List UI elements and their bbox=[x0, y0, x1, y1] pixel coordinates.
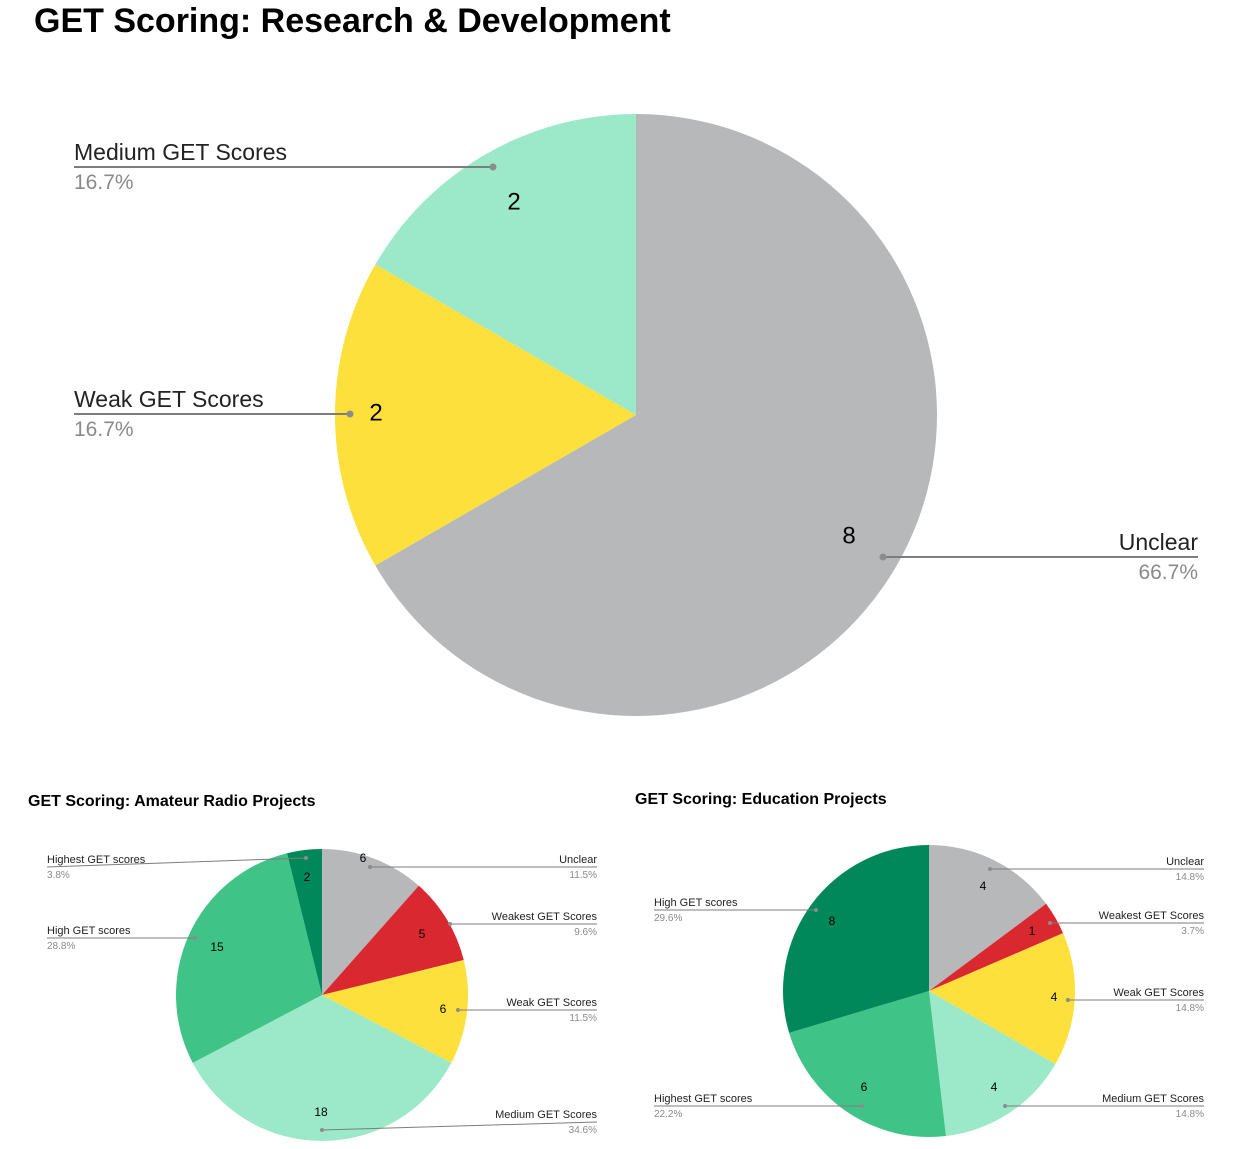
chart-title-research-development: GET Scoring: Research & Development bbox=[34, 2, 671, 40]
pie-slice-high-get-scores bbox=[782, 844, 929, 1033]
pie-category-label-weak-get-scores: Weak GET Scores bbox=[1113, 987, 1204, 999]
pie-percent-label-high-get-scores: 29.6% bbox=[654, 913, 682, 924]
pie-category-label-weakest-get-scores: Weakest GET Scores bbox=[1099, 910, 1205, 922]
pie-slice-unclear bbox=[375, 114, 938, 716]
leader-dot-high-get-scores bbox=[814, 908, 818, 912]
pie-percent-label-high-get-scores: 28.8% bbox=[47, 941, 75, 952]
leader-dot-weak-get-scores bbox=[1066, 998, 1070, 1002]
leader-line-highest-get-scores bbox=[46, 857, 307, 868]
pie-chart-education: 4 Unclear 14.8% 1 Weakest GET Scores 3.7% 4 Wea… bbox=[654, 844, 1205, 1137]
leader-dot-highest-get-scores bbox=[860, 1104, 864, 1108]
pie-category-label-highest-get-scores: Highest GET scores bbox=[654, 1093, 753, 1105]
pie-percent-label-unclear: 66.7% bbox=[1138, 561, 1198, 584]
pie-category-label-weakest-get-scores: Weakest GET Scores bbox=[492, 911, 598, 923]
pie-value-label-weak-get-scores: 2 bbox=[369, 399, 382, 426]
leader-dot-weakest-get-scores bbox=[448, 922, 452, 926]
pie-category-label-medium-get-scores: Medium GET Scores bbox=[1102, 1093, 1204, 1105]
pie-slice-highest-get-scores bbox=[287, 849, 322, 995]
pie-percent-label-highest-get-scores: 22.2% bbox=[654, 1109, 682, 1120]
pie-percent-label-weakest-get-scores: 3.7% bbox=[1181, 926, 1204, 937]
pie-value-label-unclear: 6 bbox=[360, 851, 367, 865]
pie-value-label-medium-get-scores: 18 bbox=[314, 1105, 328, 1119]
leader-dot-unclear bbox=[988, 867, 992, 871]
pie-category-label-highest-get-scores: Highest GET scores bbox=[47, 854, 146, 866]
leader-line-medium-get-scores bbox=[321, 1121, 598, 1131]
pie-value-label-high-get-scores: 8 bbox=[829, 914, 836, 928]
leader-dot-weakest-get-scores bbox=[1048, 921, 1052, 925]
pie-value-label-medium-get-scores: 4 bbox=[991, 1080, 998, 1094]
pie-category-label-medium-get-scores: Medium GET Scores bbox=[495, 1109, 597, 1121]
pie-percent-label-medium-get-scores: 14.8% bbox=[1176, 1109, 1204, 1120]
pie-value-label-weakest-get-scores: 1 bbox=[1029, 924, 1036, 938]
pie-value-label-weak-get-scores: 4 bbox=[1051, 990, 1058, 1004]
leader-dot-highest-get-scores bbox=[304, 856, 308, 860]
pie-percent-label-unclear: 11.5% bbox=[569, 870, 597, 881]
pie-slice-medium-get-scores bbox=[929, 991, 1056, 1137]
pie-category-label-weak-get-scores: Weak GET Scores bbox=[74, 386, 264, 412]
pie-category-label-unclear: Unclear bbox=[1119, 529, 1199, 555]
pie-slice-weak-get-scores bbox=[335, 264, 636, 566]
leader-dot-unclear bbox=[368, 865, 372, 869]
pie-slice-medium-get-scores bbox=[192, 995, 452, 1142]
pie-value-label-medium-get-scores: 2 bbox=[507, 188, 520, 215]
pie-category-label-high-get-scores: High GET scores bbox=[654, 897, 738, 909]
pie-slice-unclear bbox=[929, 845, 1047, 991]
pie-percent-label-weakest-get-scores: 9.6% bbox=[574, 927, 597, 938]
pie-category-label-unclear: Unclear bbox=[1166, 856, 1204, 868]
chart-title-education: GET Scoring: Education Projects bbox=[635, 791, 887, 808]
pie-slice-weakest-get-scores bbox=[322, 885, 464, 995]
pie-percent-label-medium-get-scores: 34.6% bbox=[569, 1125, 597, 1136]
pie-value-label-weakest-get-scores: 5 bbox=[419, 927, 426, 941]
leader-dot-medium-get-scores bbox=[489, 163, 497, 171]
pie-category-label-medium-get-scores: Medium GET Scores bbox=[74, 139, 287, 165]
pie-value-label-unclear: 8 bbox=[842, 522, 855, 549]
pie-slice-medium-get-scores bbox=[375, 113, 636, 416]
leader-dot-unclear bbox=[879, 553, 887, 561]
pie-slice-highest-get-scores bbox=[789, 991, 946, 1137]
pie-slice-weak-get-scores bbox=[929, 933, 1076, 1064]
pie-slice-unclear bbox=[322, 849, 419, 995]
pie-value-label-highest-get-scores: 6 bbox=[861, 1080, 868, 1094]
pie-value-label-unclear: 4 bbox=[980, 879, 987, 893]
pie-slice-weakest-get-scores bbox=[929, 903, 1064, 991]
leader-dot-weak-get-scores bbox=[346, 410, 354, 418]
pie-category-label-weak-get-scores: Weak GET Scores bbox=[506, 997, 597, 1009]
leader-dot-medium-get-scores bbox=[320, 1128, 324, 1132]
pie-percent-label-weak-get-scores: 16.7% bbox=[74, 418, 134, 441]
pie-slice-weak-get-scores bbox=[322, 960, 469, 1063]
pie-percent-label-unclear: 14.8% bbox=[1176, 872, 1204, 883]
chart-title-amateur-radio: GET Scoring: Amateur Radio Projects bbox=[28, 793, 316, 810]
pie-percent-label-weak-get-scores: 11.5% bbox=[569, 1013, 597, 1024]
leader-dot-weak-get-scores bbox=[456, 1008, 460, 1012]
leader-dot-high-get-scores bbox=[193, 936, 197, 940]
pie-percent-label-weak-get-scores: 14.8% bbox=[1176, 1003, 1204, 1014]
leader-dot-medium-get-scores bbox=[1003, 1104, 1007, 1108]
pie-percent-label-medium-get-scores: 16.7% bbox=[74, 171, 134, 194]
pie-value-label-weak-get-scores: 6 bbox=[440, 1002, 447, 1016]
pie-percent-label-highest-get-scores: 3.8% bbox=[47, 870, 70, 881]
pie-category-label-unclear: Unclear bbox=[559, 854, 597, 866]
pie-slice-high-get-scores bbox=[175, 853, 322, 1063]
pie-value-label-highest-get-scores: 2 bbox=[304, 870, 311, 884]
pie-chart-research-development: 8 Unclear 66.7% 2 Weak GET Scores 16.7% 2 Mediu… bbox=[74, 113, 1199, 716]
pie-category-label-high-get-scores: High GET scores bbox=[47, 925, 131, 937]
pie-value-label-high-get-scores: 15 bbox=[210, 940, 224, 954]
pie-chart-amateur-radio: 6 Unclear 11.5% 5 Weakest GET Scores 9.6% 6 Wea… bbox=[46, 849, 598, 1142]
